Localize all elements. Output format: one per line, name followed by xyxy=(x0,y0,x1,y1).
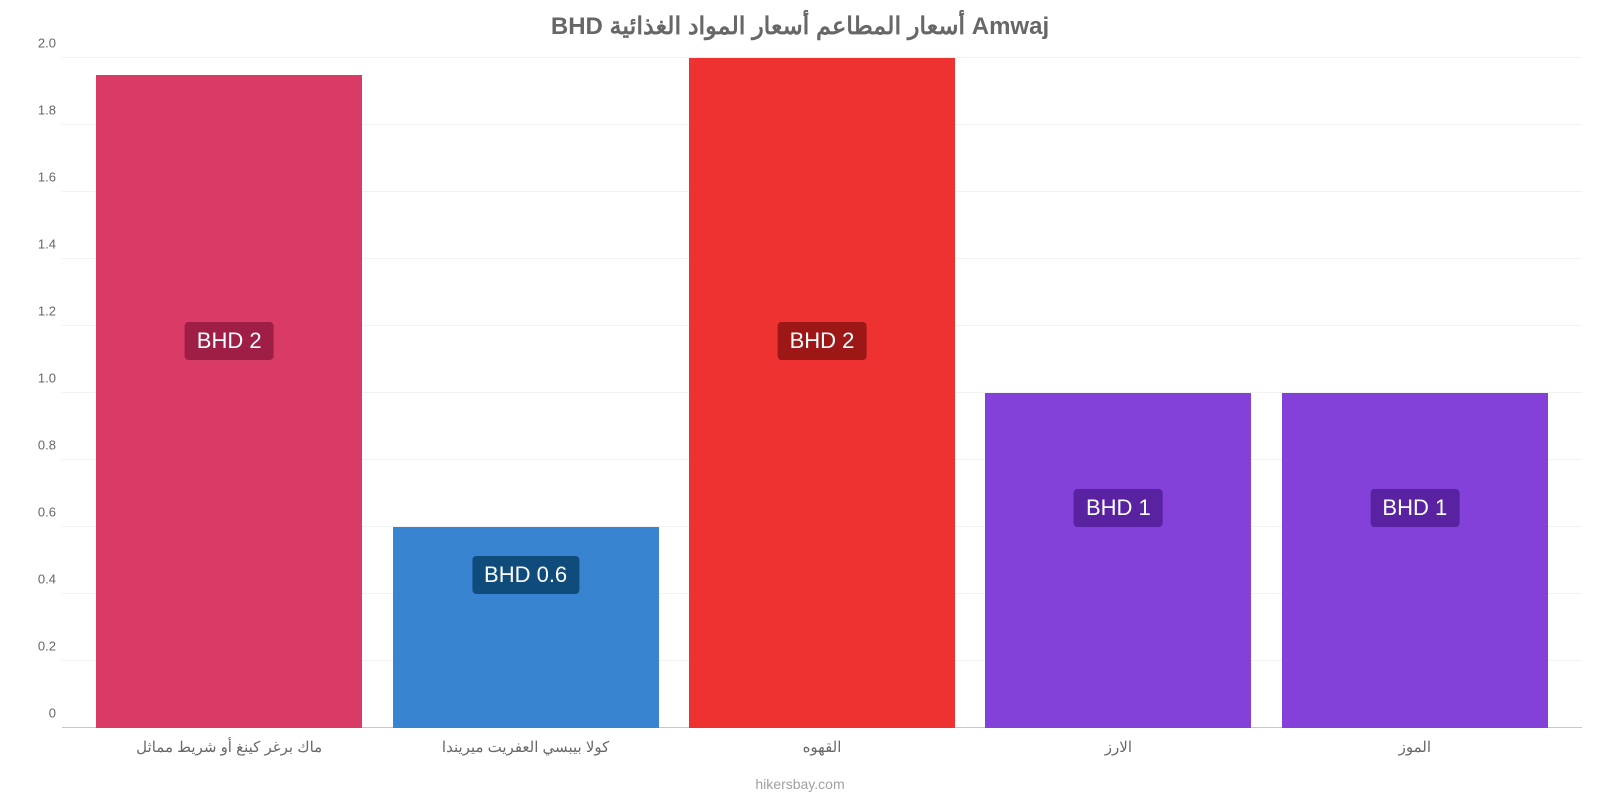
bar xyxy=(689,58,955,728)
ytick-label: 1.6 xyxy=(14,170,56,185)
chart-container: BHD أسعار المطاعم أسعار المواد الغذائية … xyxy=(0,0,1600,800)
ytick-label: 1.4 xyxy=(14,237,56,252)
ytick-label: 0.4 xyxy=(14,572,56,587)
bar xyxy=(96,75,362,728)
bar xyxy=(1282,393,1548,728)
xtick-label: الارز xyxy=(1105,738,1132,756)
bar-value-label: BHD 2 xyxy=(185,322,274,360)
chart-footer: hikersbay.com xyxy=(0,776,1600,792)
chart-title: BHD أسعار المطاعم أسعار المواد الغذائية … xyxy=(0,0,1600,41)
xtick-label: ماك برغر كينغ أو شريط مماثل xyxy=(136,738,322,756)
bar-value-label: BHD 2 xyxy=(778,322,867,360)
bar-value-label: BHD 1 xyxy=(1074,489,1163,527)
xtick-label: الموز xyxy=(1399,738,1431,756)
ytick-label: 0.6 xyxy=(14,505,56,520)
ytick-label: 0 xyxy=(14,706,56,721)
ytick-label: 1.8 xyxy=(14,103,56,118)
ytick-label: 1.0 xyxy=(14,371,56,386)
xtick-label: القهوه xyxy=(803,738,842,756)
ytick-label: 0.8 xyxy=(14,438,56,453)
ytick-label: 1.2 xyxy=(14,304,56,319)
plot-area: 00.20.40.60.81.01.21.41.61.82.0BHD 2ماك … xyxy=(62,58,1582,728)
bar xyxy=(985,393,1251,728)
ytick-label: 0.2 xyxy=(14,639,56,654)
xtick-label: كولا بيبسي العفريت ميريندا xyxy=(442,738,609,756)
ytick-label: 2.0 xyxy=(14,36,56,51)
bar-value-label: BHD 0.6 xyxy=(472,556,579,594)
bar-value-label: BHD 1 xyxy=(1370,489,1459,527)
